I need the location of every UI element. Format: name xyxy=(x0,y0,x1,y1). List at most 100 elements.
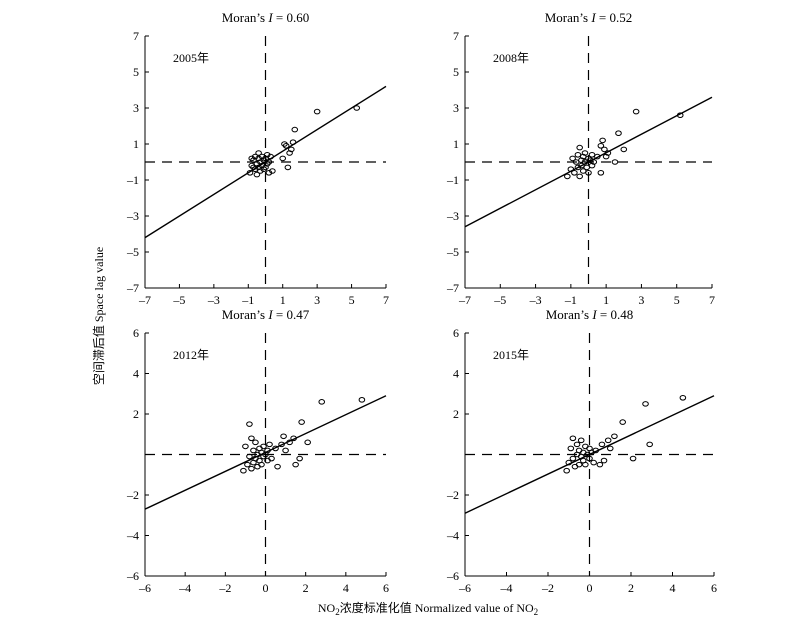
scatter-panel-2: –7 –5 –3 –1 1 3 5 7 –7 –5 –3 –1 1 3 5 7 Moran’s I = 0.52… xyxy=(446,10,715,307)
y-tick-label: –1 xyxy=(446,173,459,187)
year-label: 2015年 xyxy=(493,348,529,362)
x-tick-label: 4 xyxy=(343,581,349,595)
data-point xyxy=(576,173,583,180)
data-point xyxy=(567,166,575,172)
scatter-panel-1: –7 –5 –3 –1 1 3 5 7 –7 –5 –3 –1 1 3 5 7 Moran’s I = 0.60… xyxy=(126,10,389,307)
data-point xyxy=(282,143,290,149)
y-tick-label: –4 xyxy=(126,529,139,543)
data-point xyxy=(646,441,653,448)
data-point xyxy=(248,155,256,162)
x-axis-title: NO2浓度标准化值 Normalized value of NO2 xyxy=(318,600,538,617)
data-point xyxy=(565,459,573,466)
data-point xyxy=(642,401,649,407)
data-point xyxy=(599,137,606,144)
x-tick-label: –5 xyxy=(493,293,506,307)
data-point xyxy=(606,445,614,452)
data-point xyxy=(280,433,287,440)
x-tick-label: 5 xyxy=(674,293,680,307)
x-tick-label: –1 xyxy=(564,293,577,307)
data-point xyxy=(246,170,254,176)
data-point xyxy=(582,461,589,468)
y-tick-label: –3 xyxy=(446,209,459,223)
panel-title-value: = 0.48 xyxy=(597,307,634,322)
y-tick-label: 5 xyxy=(133,65,139,79)
x-tick-label: 6 xyxy=(711,581,717,595)
data-point xyxy=(274,463,281,470)
x-tick-label: –4 xyxy=(178,581,191,595)
panel-title-var: I xyxy=(590,10,596,25)
y-tick-label: 4 xyxy=(453,367,459,381)
x-tick-label: 4 xyxy=(670,581,676,595)
x-tick-label: 6 xyxy=(383,581,389,595)
data-point xyxy=(571,170,578,176)
x-tick-label: –6 xyxy=(138,581,151,595)
data-point xyxy=(581,150,589,156)
x-tick-label: 0 xyxy=(587,581,593,595)
data-point xyxy=(604,150,612,156)
y-tick-label: –5 xyxy=(446,245,459,259)
data-point xyxy=(286,150,293,156)
data-point xyxy=(611,433,618,440)
x-tick-label: –2 xyxy=(218,581,231,595)
year-label: 2005年 xyxy=(173,51,209,65)
data-point xyxy=(242,443,249,450)
data-point xyxy=(569,435,577,442)
data-point xyxy=(676,112,684,118)
x-tick-label: 3 xyxy=(314,293,320,307)
data-point xyxy=(244,461,251,468)
data-point xyxy=(597,143,605,149)
data-point xyxy=(597,170,605,176)
y-tick-label: –5 xyxy=(126,245,139,259)
x-tick-label: 7 xyxy=(709,293,715,307)
data-point xyxy=(313,108,321,115)
data-point xyxy=(289,139,297,145)
x-tick-label: –7 xyxy=(458,293,471,307)
y-tick-label: 3 xyxy=(453,101,459,115)
panels-group: –7 –5 –3 –1 1 3 5 7 –7 –5 –3 –1 1 3 5 7 Moran’s I = 0.60… xyxy=(126,10,717,595)
panel-title-prefix: Moran’s xyxy=(222,10,269,25)
data-point xyxy=(573,441,581,448)
data-point xyxy=(265,159,273,165)
year-label: 2012年 xyxy=(173,348,209,362)
data-point xyxy=(679,395,687,401)
x-tick-label: 2 xyxy=(628,581,634,595)
data-point xyxy=(260,443,267,450)
data-point xyxy=(246,421,253,427)
data-point xyxy=(590,459,597,466)
data-point xyxy=(619,419,627,425)
data-point xyxy=(563,467,570,474)
x-tick-label: –5 xyxy=(172,293,185,307)
x-axis-title-mid: 浓度标准化值 Normalized value of NO xyxy=(340,600,534,615)
data-point xyxy=(615,130,622,136)
panel-title-var: I xyxy=(591,307,597,322)
y-tick-label: –4 xyxy=(446,529,459,543)
data-point xyxy=(586,455,593,462)
panel-title: Moran’s I = 0.48 xyxy=(546,307,634,322)
data-point xyxy=(585,170,592,176)
data-point xyxy=(629,455,637,462)
x-tick-label: 5 xyxy=(349,293,355,307)
x-tick-label: –6 xyxy=(458,581,471,595)
data-point xyxy=(266,441,273,448)
data-point xyxy=(248,435,255,442)
x-tick-label: 1 xyxy=(280,293,286,307)
data-point xyxy=(576,144,583,151)
data-point xyxy=(600,457,608,464)
y-tick-label: –7 xyxy=(446,281,459,295)
data-point xyxy=(575,461,583,468)
x-axis-title-sub: 2 xyxy=(335,607,340,617)
data-point xyxy=(291,126,299,133)
scatter-panel-3: –6 –4 –2 2 4 6 –6 –4 –2 0 2 4 6 Moran’s I = 0.47 2012年 xyxy=(126,307,389,595)
data-point xyxy=(590,159,598,165)
data-point xyxy=(620,146,628,153)
data-point xyxy=(592,447,600,454)
panel-title: Moran’s I = 0.47 xyxy=(222,307,310,322)
data-point xyxy=(318,399,326,405)
data-point xyxy=(250,447,257,454)
data-point xyxy=(290,435,297,442)
data-point xyxy=(298,419,305,425)
data-point xyxy=(569,155,576,162)
y-tick-label: –6 xyxy=(126,569,139,583)
data-point xyxy=(264,447,271,454)
